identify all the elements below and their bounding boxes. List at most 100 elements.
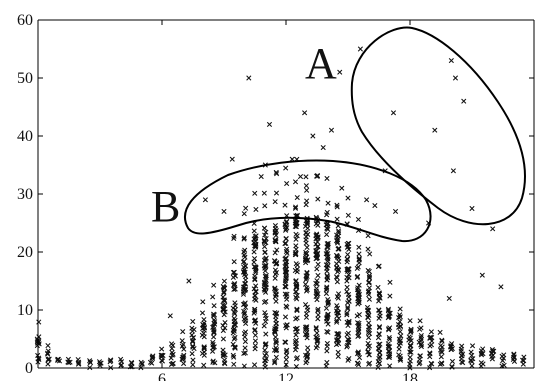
data-point xyxy=(293,261,299,267)
data-point xyxy=(386,327,392,333)
data-point xyxy=(232,286,238,292)
data-point xyxy=(356,312,362,318)
data-point xyxy=(324,231,330,238)
data-point xyxy=(294,194,300,201)
data-point xyxy=(211,328,217,335)
data-point xyxy=(262,312,269,319)
data-point xyxy=(324,175,330,181)
data-point xyxy=(376,331,382,337)
data-point xyxy=(45,343,51,349)
outlier-point xyxy=(337,69,343,75)
data-point xyxy=(346,298,352,304)
data-point xyxy=(302,281,309,287)
data-point xyxy=(221,312,227,318)
data-point xyxy=(438,354,444,360)
data-point xyxy=(356,251,362,257)
data-point xyxy=(324,273,330,279)
data-point xyxy=(252,343,258,349)
y-tick-label: 20 xyxy=(17,244,33,261)
data-point xyxy=(345,251,351,258)
data-point xyxy=(169,349,175,355)
data-point xyxy=(314,231,320,237)
data-point xyxy=(376,360,382,366)
data-point xyxy=(366,335,372,341)
data-point xyxy=(345,256,351,263)
data-point xyxy=(293,294,299,301)
data-point xyxy=(231,259,237,265)
data-point xyxy=(190,362,196,368)
data-point xyxy=(272,294,278,300)
data-point xyxy=(191,345,197,352)
data-point xyxy=(273,354,279,360)
data-point xyxy=(459,343,465,349)
data-point xyxy=(221,278,227,284)
data-point xyxy=(211,317,217,323)
region-a-outline xyxy=(350,26,526,226)
data-point xyxy=(243,205,249,211)
data-point xyxy=(283,236,289,242)
data-point xyxy=(303,302,309,308)
x-tick-label: 18 xyxy=(402,371,418,381)
data-point xyxy=(356,244,362,250)
data-point xyxy=(201,362,207,368)
data-point xyxy=(345,244,351,250)
data-point xyxy=(460,360,466,366)
outlier-point xyxy=(479,272,485,278)
data-point xyxy=(252,338,258,344)
data-point xyxy=(293,289,299,295)
outlier-point xyxy=(186,278,192,284)
data-point xyxy=(241,264,247,270)
data-point xyxy=(272,222,278,229)
data-point xyxy=(366,320,372,326)
data-point xyxy=(375,364,381,371)
data-point xyxy=(303,183,309,189)
data-point xyxy=(262,347,268,353)
data-point xyxy=(356,257,362,263)
data-point xyxy=(325,200,331,206)
data-point xyxy=(220,283,226,289)
data-point xyxy=(314,232,320,238)
data-point xyxy=(272,334,279,340)
data-point xyxy=(416,339,422,345)
data-point xyxy=(293,356,299,362)
y-tick-label: 50 xyxy=(17,70,33,87)
data-point xyxy=(387,293,393,299)
data-point xyxy=(262,341,268,347)
data-point xyxy=(293,204,299,210)
outlier-point xyxy=(448,58,454,64)
outlier-point xyxy=(432,127,438,133)
data-point xyxy=(365,315,371,321)
data-point xyxy=(355,285,361,291)
data-point xyxy=(149,355,155,361)
data-point xyxy=(376,298,382,304)
data-point xyxy=(272,267,278,273)
data-point xyxy=(417,359,423,366)
data-point xyxy=(304,354,310,360)
data-point xyxy=(334,318,340,324)
data-point xyxy=(242,310,248,316)
data-point xyxy=(294,329,300,335)
data-point xyxy=(354,360,360,366)
data-point xyxy=(315,312,321,318)
data-point xyxy=(315,235,321,241)
data-point xyxy=(118,359,125,365)
data-point xyxy=(262,342,268,348)
data-point xyxy=(189,332,195,338)
data-point xyxy=(231,354,237,360)
data-point xyxy=(294,306,300,312)
data-point xyxy=(232,344,238,350)
data-point xyxy=(201,334,207,340)
data-point xyxy=(334,202,340,208)
data-point xyxy=(65,359,71,365)
data-point xyxy=(45,351,51,357)
data-point xyxy=(417,353,423,359)
data-point xyxy=(335,341,342,347)
data-point xyxy=(314,335,321,341)
x-tick-label: 6 xyxy=(158,371,166,381)
data-point xyxy=(241,211,247,217)
data-point xyxy=(222,302,228,309)
data-point xyxy=(303,360,309,366)
data-point xyxy=(334,279,340,285)
data-point xyxy=(272,328,278,334)
data-point xyxy=(273,338,279,344)
